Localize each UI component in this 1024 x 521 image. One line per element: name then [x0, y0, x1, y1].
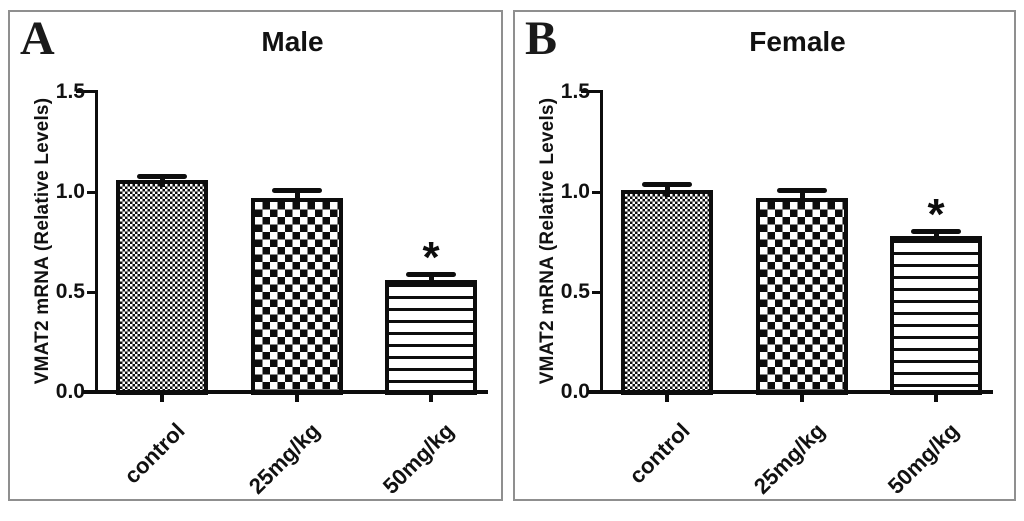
y-tick: [87, 290, 95, 294]
x-category-label: 50mg/kg: [377, 418, 459, 499]
y-tick-label: 1.5: [55, 80, 85, 103]
y-axis-top-tick: [76, 90, 98, 93]
x-category-label: control: [624, 418, 695, 489]
y-tick: [87, 190, 95, 194]
error-bar-cap: [911, 228, 961, 234]
x-tick: [800, 392, 804, 402]
bar-25mg-kg: [756, 198, 848, 395]
x-tick: [295, 392, 299, 402]
plot-area-female: 0.0 0.5 1.0 1.5 control 25mg/kg 50mg/kg *: [515, 12, 1014, 499]
error-bar-stem: [159, 176, 165, 187]
x-tick: [160, 392, 164, 402]
y-tick-label: 1.0: [55, 180, 85, 203]
x-axis-line: [82, 390, 488, 394]
plot-area-male: 0.0 0.5 1.0 1.5 control 25mg/kg 50mg/kg *: [10, 12, 501, 499]
bar-control: [116, 180, 208, 395]
error-bar-cap: [406, 271, 456, 277]
x-tick: [429, 392, 433, 402]
error-bar-stem: [799, 190, 805, 205]
y-tick-label: 1.5: [560, 80, 590, 103]
significance-asterisk: *: [927, 190, 945, 239]
panel-female: B Female VMAT2 mRNA (Relative Levels) 0.…: [513, 10, 1016, 501]
significance-asterisk: *: [422, 233, 440, 282]
error-bar-stem: [933, 231, 939, 243]
panel-male: A Male VMAT2 mRNA (Relative Levels) 0.0 0…: [8, 10, 503, 501]
panel-letter-a: A: [20, 12, 55, 65]
y-tick-label: 0.5: [560, 280, 590, 303]
x-axis-line: [587, 390, 993, 394]
bar-25mg-kg: [251, 198, 343, 395]
error-bar-cap: [137, 173, 187, 179]
y-axis-line: [600, 90, 603, 394]
x-category-label: 50mg/kg: [882, 418, 964, 499]
x-category-label: 25mg/kg: [243, 418, 325, 499]
y-tick-label: 0.0: [560, 380, 590, 403]
chart-title-female: Female: [749, 26, 846, 57]
error-bar-cap: [272, 187, 322, 193]
panel-letter-b: B: [525, 12, 558, 65]
error-bar-stem: [664, 184, 670, 197]
error-bar-cap: [642, 181, 692, 187]
y-axis-top-tick: [581, 90, 603, 93]
x-category-label: control: [119, 418, 190, 489]
y-tick: [592, 290, 600, 294]
error-bar-stem: [428, 274, 434, 287]
error-bar-stem: [294, 190, 300, 205]
bar-50mg-kg: [890, 236, 982, 395]
y-tick-label: 0.5: [55, 280, 85, 303]
y-axis-line: [95, 90, 98, 394]
y-tick-label: 1.0: [560, 180, 590, 203]
y-tick-label: 0.0: [55, 380, 85, 403]
chart-title-male: Male: [261, 26, 324, 57]
x-tick: [934, 392, 938, 402]
error-bar-cap: [777, 187, 827, 193]
x-category-label: 25mg/kg: [748, 418, 830, 499]
x-tick: [665, 392, 669, 402]
bar-50mg-kg: [385, 280, 477, 395]
bar-control: [621, 190, 713, 395]
y-tick: [592, 190, 600, 194]
